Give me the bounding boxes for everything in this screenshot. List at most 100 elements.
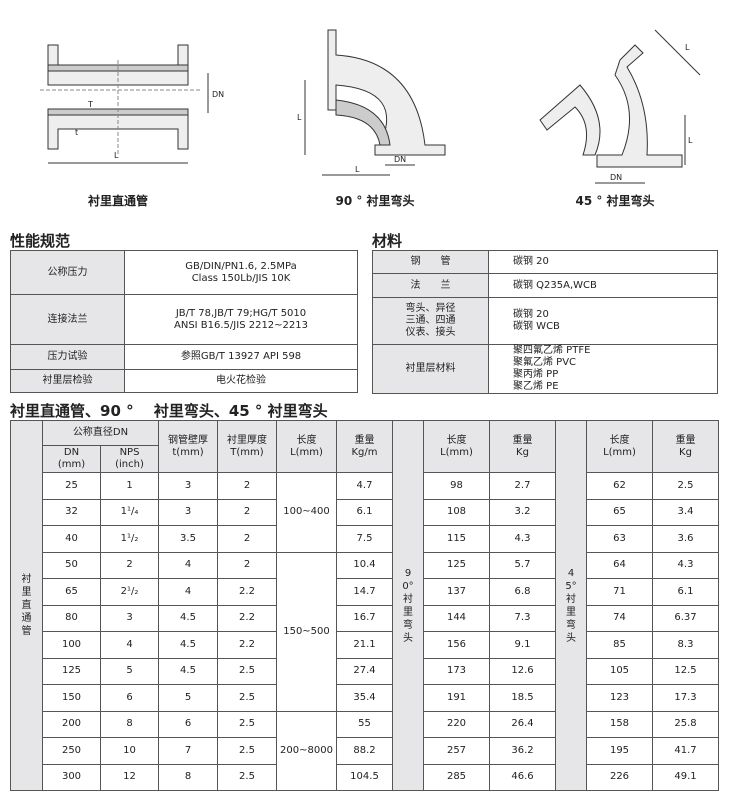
performance-value: JB/T 78,JB/T 79;HG/T 5010 ANSI B16.5/JIS … [124, 294, 358, 345]
text-line: 钢管壁厚 [168, 434, 208, 446]
text-line: Class 150Lb/JIS 10K [191, 272, 291, 284]
text-line: 碳钢 WCB [513, 321, 560, 332]
dn-cell: 200 [42, 710, 101, 738]
text-line: NPS [119, 447, 140, 458]
length45-cell: 64 [586, 551, 653, 579]
main-table-title: 衬里直通管、90 ° 衬里弯头、45 ° 衬里弯头 [10, 402, 328, 420]
weight-cell: 10.4 [336, 551, 393, 579]
weight90-cell: 36.2 [489, 737, 556, 765]
weight-cell: 7.5 [336, 525, 393, 553]
wall-cell: 4.5 [158, 657, 218, 685]
straight-dn-label: DN [212, 90, 224, 99]
lining-cell: 2.2 [217, 578, 277, 606]
text-line: 重量 [354, 434, 375, 446]
wall-cell: 4 [158, 578, 218, 606]
weight45-cell: 12.5 [652, 657, 719, 685]
text-line: (inch) [115, 459, 144, 470]
text-line: 钢 管 [410, 256, 451, 267]
length45-cell: 123 [586, 684, 653, 712]
text-line: L(mm) [440, 446, 473, 458]
length45-cell: 71 [586, 578, 653, 606]
materials-label: 衬里层材料 [372, 344, 489, 394]
length45-cell: 63 [586, 525, 653, 553]
dn-cell: 25 [42, 472, 101, 500]
lining-cell: 2 [217, 472, 277, 500]
text-line: 弯头、异径 [405, 303, 456, 314]
nps-cell: 6 [100, 684, 159, 712]
text-line: Kg/m [351, 446, 378, 458]
text-line: L(mm) [603, 446, 636, 458]
straight-pipe-diagram: L DN T t [40, 44, 224, 164]
table-row: 100 4 4.5 2.2 21.1 156 9.1 85 8.3 [11, 631, 719, 659]
length-range-cell: 200~8000 [276, 710, 337, 791]
text-line: 参照GB/T 13927 API 598 [180, 351, 302, 362]
lining-cell: 2.2 [217, 604, 277, 632]
weight45-cell: 4.3 [652, 551, 719, 579]
dn-group-header: 公称直径DN [42, 420, 159, 446]
table-row: 150 6 5 2.5 35.4 191 18.5 123 17.3 [11, 684, 719, 712]
materials-label: 法 兰 [372, 273, 489, 298]
length45-cell: 158 [586, 710, 653, 738]
performance-row: 衬里层检验 电火花检验 [10, 369, 358, 393]
elbow90-dn-label: DN [394, 155, 406, 164]
text-line: 碳钢 20 [513, 309, 549, 320]
length90-cell: 98 [423, 472, 490, 500]
performance-value: 电火花检验 [124, 369, 358, 393]
dn-cell: 80 [42, 604, 101, 632]
elbow45-l1-label: L [685, 43, 690, 52]
dn-header: DN (mm) [42, 445, 101, 473]
nps-cell: 2¹/₂ [100, 578, 159, 606]
dimensions-table: 衬里直通管 公称直径DN 钢管壁厚 t(mm) 衬里厚度 T(mm) 长度 L(mm)… [10, 420, 719, 791]
lining-cell: 2.5 [217, 657, 277, 685]
dn-cell: 32 [42, 498, 101, 526]
nps-cell: 1¹/₂ [100, 525, 159, 553]
wall-cell: 3 [158, 472, 218, 500]
text-line: T(mm) [230, 446, 264, 458]
wall-cell: 4 [158, 551, 218, 579]
text-line: 重量 [675, 434, 696, 446]
nps-cell: 12 [100, 763, 159, 791]
performance-title: 性能规范 [10, 232, 71, 250]
weight45-cell: 3.6 [652, 525, 719, 553]
weight-cell: 88.2 [336, 737, 393, 765]
length45-cell: 85 [586, 631, 653, 659]
weight-cell: 16.7 [336, 604, 393, 632]
weight-cell: 55 [336, 710, 393, 738]
text-line: 碳钢 20 [513, 256, 549, 267]
table-row: 25 1 3 2 100~400 4.7 98 2.7 62 2.5 [11, 472, 719, 553]
text-line: 仪表、接头 [405, 327, 456, 338]
elbow90-l1-label: L [297, 113, 302, 122]
weight90-cell: 2.7 [489, 472, 556, 500]
straight-caption: 衬里直通管 [87, 194, 148, 208]
weight-cell: 104.5 [336, 763, 393, 791]
elbow-45-diagram: L L DN [539, 29, 701, 184]
nps-cell: 1¹/₄ [100, 498, 159, 526]
performance-row: 公称压力 GB/DIN/PN1.6, 2.5MPa Class 150Lb/JIS … [10, 250, 358, 295]
dn-cell: 40 [42, 525, 101, 553]
text-line: Kg [516, 446, 529, 458]
length90-cell: 108 [423, 498, 490, 526]
lining-header: 衬里厚度 T(mm) [217, 420, 277, 473]
text-line: DN [63, 447, 80, 458]
length90-header: 长度 L(mm) [423, 420, 490, 473]
materials-row: 钢 管 碳钢 20 [372, 250, 718, 274]
elbow90-caption: 90 ° 衬里弯头 [335, 194, 415, 208]
nps-cell: 5 [100, 657, 159, 685]
weight90-cell: 3.2 [489, 498, 556, 526]
text-line: 聚四氟乙烯 PTFE [513, 345, 591, 356]
elbow90-l2-label: L [355, 165, 360, 174]
length45-cell: 195 [586, 737, 653, 765]
weight45-cell: 49.1 [652, 763, 719, 791]
performance-value: 参照GB/T 13927 API 598 [124, 344, 358, 370]
weight45-cell: 25.8 [652, 710, 719, 738]
materials-value: 碳钢 20 碳钢 WCB [488, 297, 718, 345]
wall-cell: 6 [158, 710, 218, 738]
wall-cell: 7 [158, 737, 218, 765]
lining-cell: 2.5 [217, 763, 277, 791]
lining-cell: 2.5 [217, 737, 277, 765]
length90-cell: 257 [423, 737, 490, 765]
text-line: 聚乙烯 PE [513, 381, 559, 392]
nps-cell: 4 [100, 631, 159, 659]
length-range-cell: 100~400 [276, 472, 337, 553]
nps-cell: 8 [100, 710, 159, 738]
